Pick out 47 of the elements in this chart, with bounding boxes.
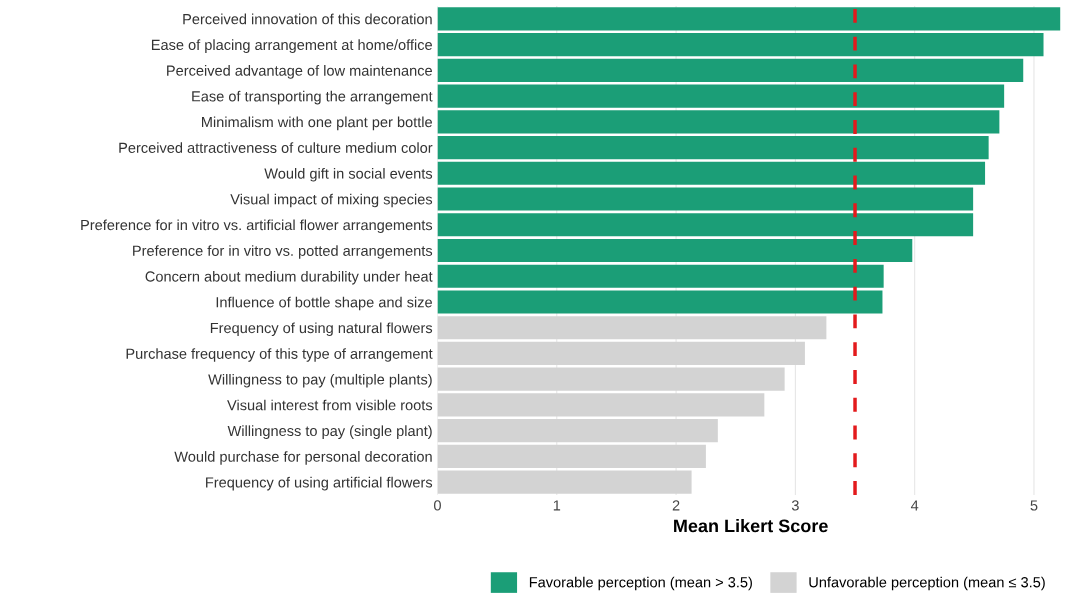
bar — [437, 444, 706, 468]
y-tick-label: Frequency of using artificial flowers — [206, 476, 433, 491]
y-tick-label: Visual interest from visible roots — [227, 399, 433, 411]
bar — [437, 110, 1000, 134]
x-tick-label: 2 — [672, 500, 680, 511]
bar — [437, 84, 1005, 108]
bar — [437, 290, 883, 314]
y-tick-label: Willingness to pay (multiple plants) — [208, 373, 432, 388]
x-tick-label: 3 — [791, 500, 799, 511]
legend-label: Favorable perception (mean > 3.5) — [529, 576, 752, 591]
bar — [437, 58, 1024, 82]
y-tick-label: Perceived advantage of low maintenance — [167, 65, 432, 79]
y-tick-label: Minimalism with one plant per bottle — [202, 116, 432, 131]
x-tick-label: 5 — [1030, 500, 1038, 511]
y-tick-label: Willingness to pay (single plant) — [227, 425, 432, 439]
bar — [437, 135, 989, 160]
x-tick-label: 4 — [910, 500, 919, 511]
y-tick-label: Concern about medium durability under heat — [145, 270, 433, 285]
bar — [437, 187, 974, 211]
y-tick-label: Ease of placing arrangement at home/office — [151, 39, 432, 53]
bar — [437, 213, 974, 237]
x-tick-label: 1 — [553, 500, 561, 511]
bar — [437, 33, 1044, 57]
x-axis-title: Mean Likert Score — [674, 519, 828, 533]
bar — [437, 470, 692, 494]
bar — [437, 238, 913, 263]
y-tick-label: Would purchase for personal decoration — [174, 451, 432, 465]
bar — [437, 393, 765, 417]
y-tick-label: Purchase frequency of this type of arrangement — [126, 348, 433, 362]
bar — [437, 316, 827, 340]
y-tick-label: Would gift in social events — [264, 168, 433, 182]
y-tick-label: Perceived attractiveness of culture medium color — [119, 142, 433, 153]
bar — [437, 264, 884, 288]
y-tick-label: Visual impact of mixing species — [230, 193, 433, 208]
y-tick-label: Influence of bottle shape and size — [216, 296, 432, 311]
x-tick-label: 0 — [433, 500, 441, 511]
bar — [437, 7, 1061, 31]
y-tick-label: Ease of transporting the arrangement — [192, 90, 433, 105]
y-tick-label: Preference for in vitro vs. potted arrangements — [133, 245, 433, 259]
y-tick-label: Preference for in vitro vs. artificial flower arrangements — [81, 219, 433, 234]
bar — [437, 341, 805, 366]
y-tick-label: Frequency of using natural flowers — [210, 322, 433, 337]
bar — [437, 419, 718, 443]
bar — [437, 161, 986, 185]
y-tick-label: Perceived innovation of this decoration — [183, 13, 432, 25]
bar — [437, 367, 785, 391]
legend-label: Unfavorable perception (mean ≤ 3.5) — [809, 576, 1045, 591]
